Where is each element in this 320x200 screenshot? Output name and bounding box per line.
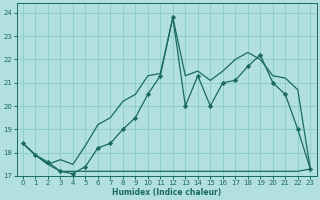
X-axis label: Humidex (Indice chaleur): Humidex (Indice chaleur)	[112, 188, 221, 197]
